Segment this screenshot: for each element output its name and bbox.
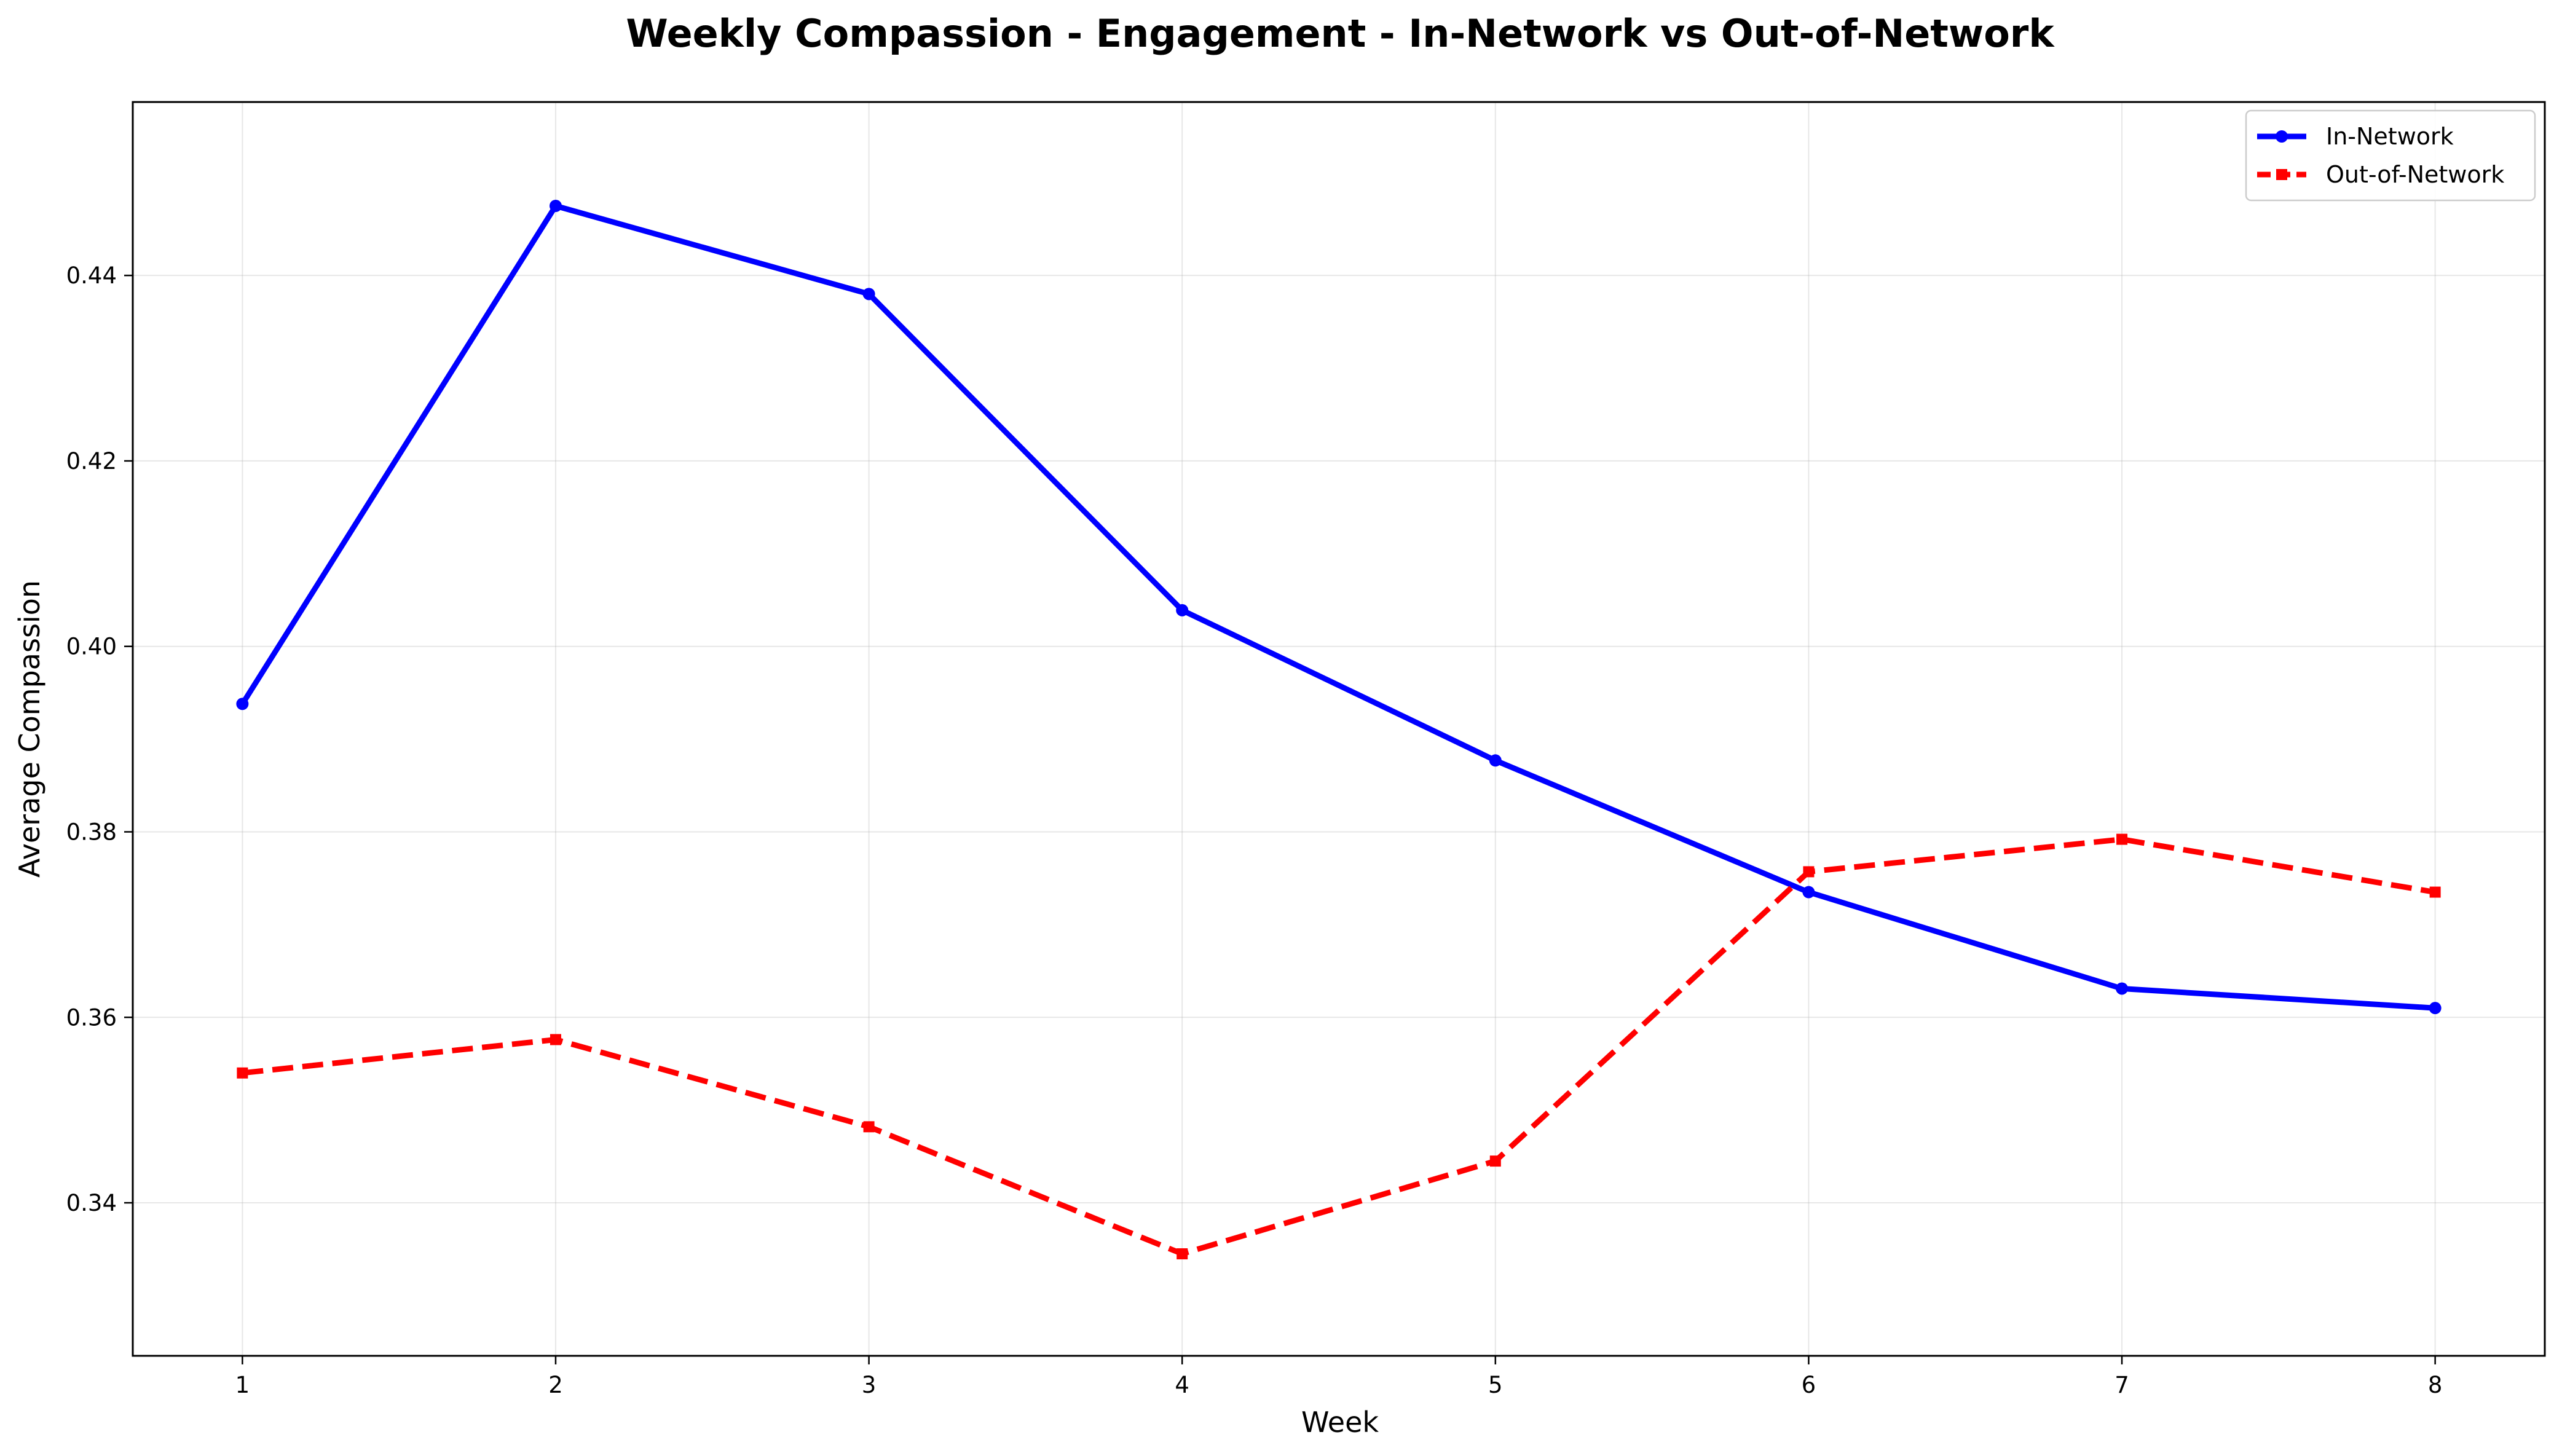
data-point-out-of-network xyxy=(1803,866,1815,878)
data-point-in-network xyxy=(1176,604,1189,616)
x-tick-label: 6 xyxy=(1802,1372,1816,1398)
y-tick-label: 0.44 xyxy=(66,262,117,289)
x-tick-label: 8 xyxy=(2428,1372,2443,1398)
series-in-network xyxy=(236,199,2442,1015)
x-tick-label: 7 xyxy=(2115,1372,2129,1398)
data-point-in-network xyxy=(549,199,562,212)
x-tick-label: 2 xyxy=(548,1372,563,1398)
data-point-out-of-network xyxy=(2116,833,2128,845)
x-tick-label: 3 xyxy=(862,1372,877,1398)
legend-label-in-network: In-Network xyxy=(2326,123,2454,150)
x-axis: 1 2 3 4 5 6 7 8 xyxy=(235,1356,2443,1398)
x-axis-label: Week xyxy=(1301,1406,1379,1439)
y-tick-label: 0.40 xyxy=(66,634,117,660)
y-axis-label: Average Compassion xyxy=(13,580,46,878)
series-line-out-of-network xyxy=(242,836,2436,1257)
legend-box xyxy=(2245,109,2536,202)
legend-label-out-of-network: Out-of-Network xyxy=(2326,161,2504,188)
plot-frame xyxy=(132,101,2546,1357)
chart-title: Weekly Compassion - Engagement - In-Netw… xyxy=(626,11,2055,56)
legend: In-Network Out-of-Network xyxy=(2245,109,2536,202)
data-point-in-network xyxy=(2116,982,2129,995)
x-tick-label: 1 xyxy=(235,1372,250,1398)
y-tick-label: 0.42 xyxy=(66,448,117,474)
data-point-in-network xyxy=(236,698,249,710)
series-out-of-network xyxy=(237,833,2441,1260)
series-line-in-network xyxy=(240,203,2435,1011)
data-point-out-of-network xyxy=(863,1121,875,1133)
legend-entry-out-of-network: Out-of-Network xyxy=(2257,161,2504,188)
data-point-in-network xyxy=(862,288,875,301)
legend-marker-in-network xyxy=(2276,130,2288,143)
legend-marker-shape-out-of-network xyxy=(2276,169,2287,180)
y-tick-label: 0.34 xyxy=(66,1190,117,1216)
data-point-in-network xyxy=(1802,886,1815,899)
legend-marker-out-of-network xyxy=(2276,169,2287,180)
data-point-out-of-network xyxy=(1177,1248,1188,1260)
data-point-out-of-network xyxy=(2429,886,2441,898)
data-point-in-network xyxy=(1489,754,1502,767)
legend-entry-in-network: In-Network xyxy=(2257,123,2454,150)
series-layer xyxy=(236,199,2442,1260)
data-point-in-network xyxy=(2429,1002,2442,1015)
x-tick-label: 4 xyxy=(1175,1372,1189,1398)
grid xyxy=(133,102,2545,1356)
x-tick-label: 5 xyxy=(1488,1372,1503,1398)
data-point-out-of-network xyxy=(237,1067,248,1079)
y-tick-label: 0.36 xyxy=(66,1004,117,1031)
legend-marker-shape-in-network xyxy=(2276,130,2288,143)
data-point-out-of-network xyxy=(550,1034,561,1045)
data-point-out-of-network xyxy=(1489,1155,1501,1167)
y-axis: 0.34 0.36 0.38 0.40 0.42 0.44 xyxy=(66,262,133,1216)
y-tick-label: 0.38 xyxy=(66,819,117,845)
